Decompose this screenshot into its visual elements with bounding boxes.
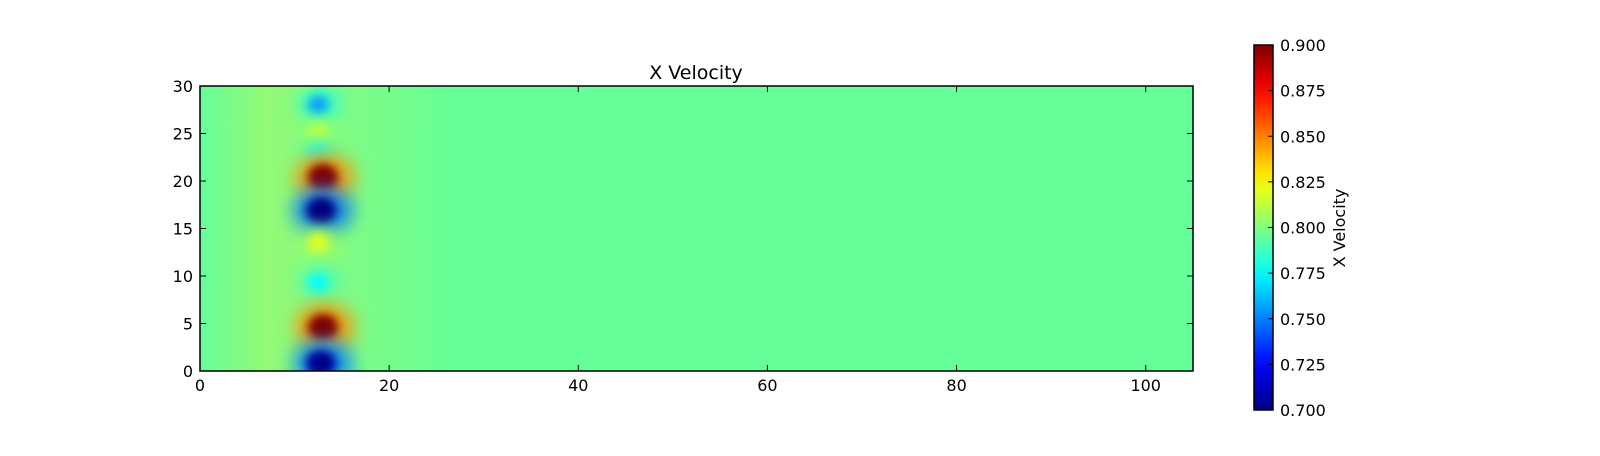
flow-feature <box>293 186 354 235</box>
heatmap-plot: 0 20 40 60 80 100 0 5 10 15 20 25 30 X Velocity <box>173 62 1194 395</box>
colorbar: 0.700 0.725 0.750 0.775 0.800 0.825 0.850 0.875… <box>1253 36 1349 420</box>
flow-feature <box>300 226 341 259</box>
colorbar-tick-label: 0.850 <box>1280 127 1326 146</box>
x-tick-label: 100 <box>1130 376 1161 395</box>
colorbar-tick-label: 0.825 <box>1280 173 1326 192</box>
y-tick-label: 25 <box>173 125 193 144</box>
colorbar-label: X Velocity <box>1330 189 1349 268</box>
flow-feature-center <box>314 320 331 335</box>
colorbar-tick-label: 0.750 <box>1280 310 1326 329</box>
x-tick-label: 80 <box>946 376 966 395</box>
chart-title: X Velocity <box>649 62 743 84</box>
colorbar-tick-label: 0.875 <box>1280 82 1326 101</box>
x-tick-label: 20 <box>379 376 399 395</box>
heatmap-features <box>293 89 355 371</box>
x-tick-label: 0 <box>195 376 205 395</box>
y-tick-label: 5 <box>183 315 193 334</box>
colorbar-tick-label: 0.775 <box>1280 264 1326 283</box>
colorbar-ticks: 0.700 0.725 0.750 0.775 0.800 0.825 0.850 0.875… <box>1268 36 1326 420</box>
y-tick-label: 30 <box>173 77 193 96</box>
x-tick-label: 40 <box>568 376 588 395</box>
colorbar-tick-label: 0.800 <box>1280 219 1326 238</box>
y-tick-label: 0 <box>183 362 193 381</box>
y-tick-label: 20 <box>173 172 193 191</box>
colorbar-tick-label: 0.700 <box>1280 401 1326 420</box>
flow-feature-core <box>308 96 329 114</box>
y-axis: 0 5 10 15 20 25 30 <box>173 77 1193 381</box>
flow-feature-center <box>313 356 330 371</box>
flow-feature <box>294 303 355 352</box>
flow-feature-core <box>308 273 329 292</box>
colorbar-tick-label: 0.900 <box>1280 36 1326 55</box>
x-axis: 0 20 40 60 80 100 <box>195 86 1161 395</box>
flow-feature <box>293 339 354 371</box>
flow-feature <box>300 266 341 299</box>
y-tick-label: 10 <box>173 267 193 286</box>
colorbar-tick-label: 0.725 <box>1280 355 1326 374</box>
x-tick-label: 60 <box>757 376 777 395</box>
flow-feature-core <box>308 233 329 252</box>
flow-feature-center <box>313 203 330 218</box>
flow-feature <box>300 89 341 121</box>
y-tick-label: 15 <box>173 220 193 239</box>
flow-feature-center <box>314 170 331 185</box>
